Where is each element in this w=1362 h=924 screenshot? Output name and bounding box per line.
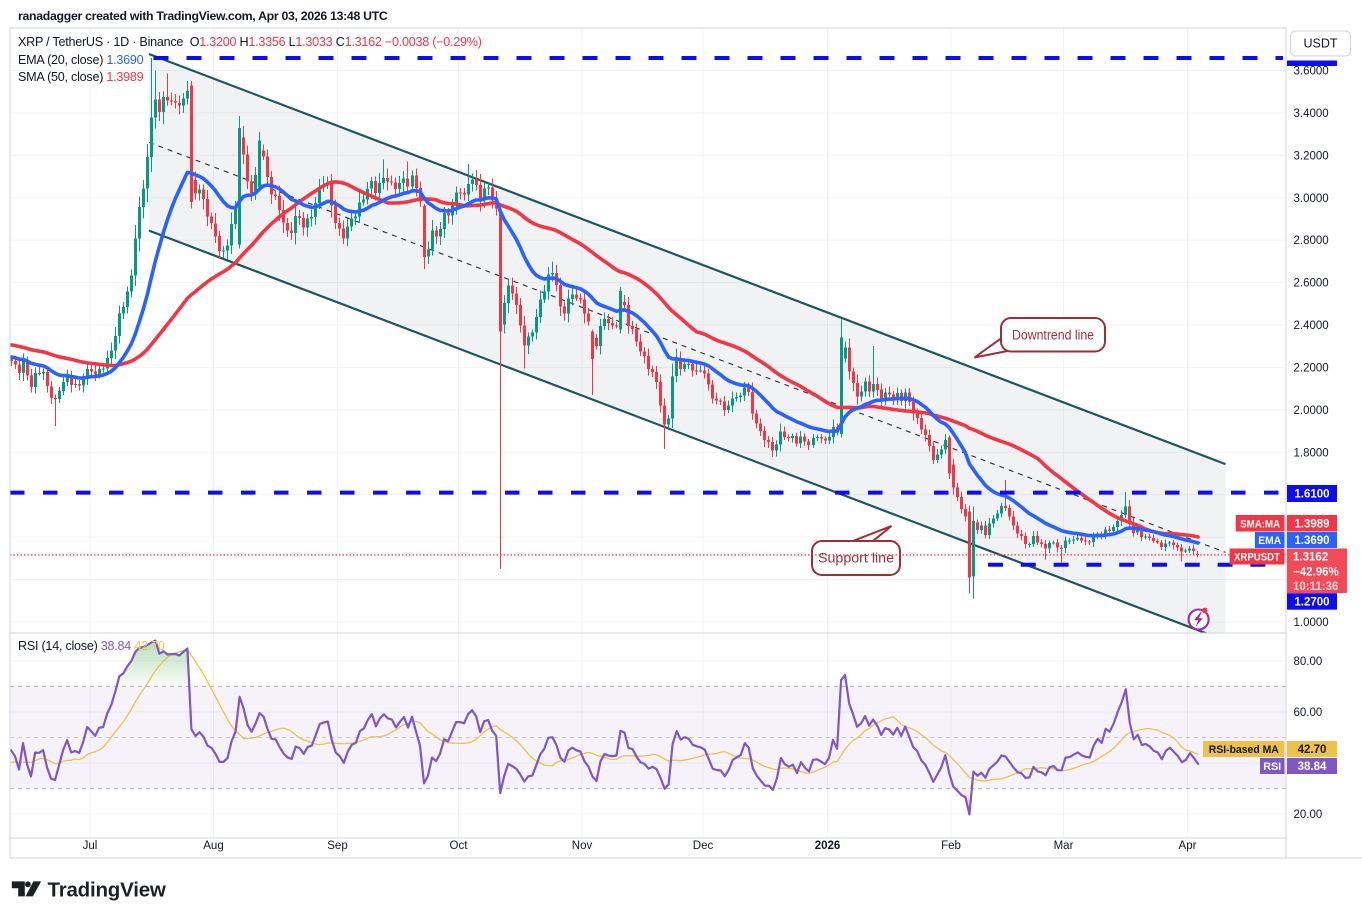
svg-text:20.00: 20.00 [1294, 809, 1323, 821]
svg-text:1.3162: 1.3162 [1293, 552, 1328, 564]
svg-text:38.84: 38.84 [1298, 761, 1327, 773]
svg-text:10:11:36: 10:11:36 [1293, 581, 1338, 593]
svg-text:Mar: Mar [1054, 840, 1074, 852]
svg-text:1.8000: 1.8000 [1294, 447, 1329, 459]
svg-text:2.6000: 2.6000 [1294, 278, 1329, 290]
svg-text:XRPUSDT: XRPUSDT [1234, 552, 1280, 564]
svg-text:RSI: RSI [1263, 761, 1281, 773]
svg-text:EMA (20, close) 1.3690: EMA (20, close) 1.3690 [18, 53, 144, 67]
svg-text:2.8000: 2.8000 [1294, 235, 1329, 247]
svg-text:1.2700: 1.2700 [1294, 596, 1329, 608]
svg-text:Sep: Sep [327, 840, 347, 852]
svg-text:SMA (50, close) 1.3989: SMA (50, close) 1.3989 [18, 70, 144, 84]
svg-text:SMA:MA: SMA:MA [1240, 518, 1280, 530]
svg-text:1.3690: 1.3690 [1294, 535, 1329, 547]
svg-text:2026: 2026 [815, 840, 841, 852]
svg-text:RSI (14, close) 38.84 42.70: RSI (14, close) 38.84 42.70 [18, 639, 165, 653]
svg-text:Oct: Oct [450, 840, 469, 852]
svg-text:XRP / TetherUS · 1D · Binance: XRP / TetherUS · 1D · Binance O1.3200 H1… [18, 35, 482, 49]
svg-text:Apr: Apr [1179, 840, 1197, 852]
svg-text:1.0000: 1.0000 [1294, 617, 1329, 629]
svg-text:Nov: Nov [572, 840, 593, 852]
svg-text:3.4000: 3.4000 [1294, 108, 1329, 120]
svg-text:3.2000: 3.2000 [1294, 150, 1329, 162]
svg-text:RSI-based MA: RSI-based MA [1209, 744, 1279, 756]
svg-text:1.3989: 1.3989 [1294, 518, 1329, 530]
svg-text:Dec: Dec [693, 840, 714, 852]
svg-text:80.00: 80.00 [1294, 656, 1323, 668]
svg-text:2.2000: 2.2000 [1294, 362, 1329, 374]
svg-text:Feb: Feb [941, 840, 961, 852]
svg-text:Support line: Support line [818, 551, 894, 566]
svg-text:2.0000: 2.0000 [1294, 405, 1329, 417]
svg-text:ranadagger created with Tradin: ranadagger created with TradingView.com,… [18, 9, 388, 23]
svg-text:USDT: USDT [1303, 37, 1337, 51]
svg-text:Jul: Jul [83, 840, 98, 852]
svg-text:EMA: EMA [1258, 535, 1281, 547]
svg-text:Downtrend line: Downtrend line [1012, 328, 1094, 343]
svg-text:42.70: 42.70 [1298, 744, 1327, 756]
svg-text:−42.96%: −42.96% [1293, 567, 1339, 579]
svg-text:3.0000: 3.0000 [1294, 193, 1329, 205]
svg-text:2.4000: 2.4000 [1294, 320, 1329, 332]
svg-text:TradingView: TradingView [48, 879, 166, 902]
svg-text:1.6100: 1.6100 [1294, 489, 1329, 501]
svg-text:3.6000: 3.6000 [1294, 66, 1329, 78]
svg-text:Aug: Aug [203, 840, 223, 852]
svg-text:60.00: 60.00 [1294, 707, 1323, 719]
